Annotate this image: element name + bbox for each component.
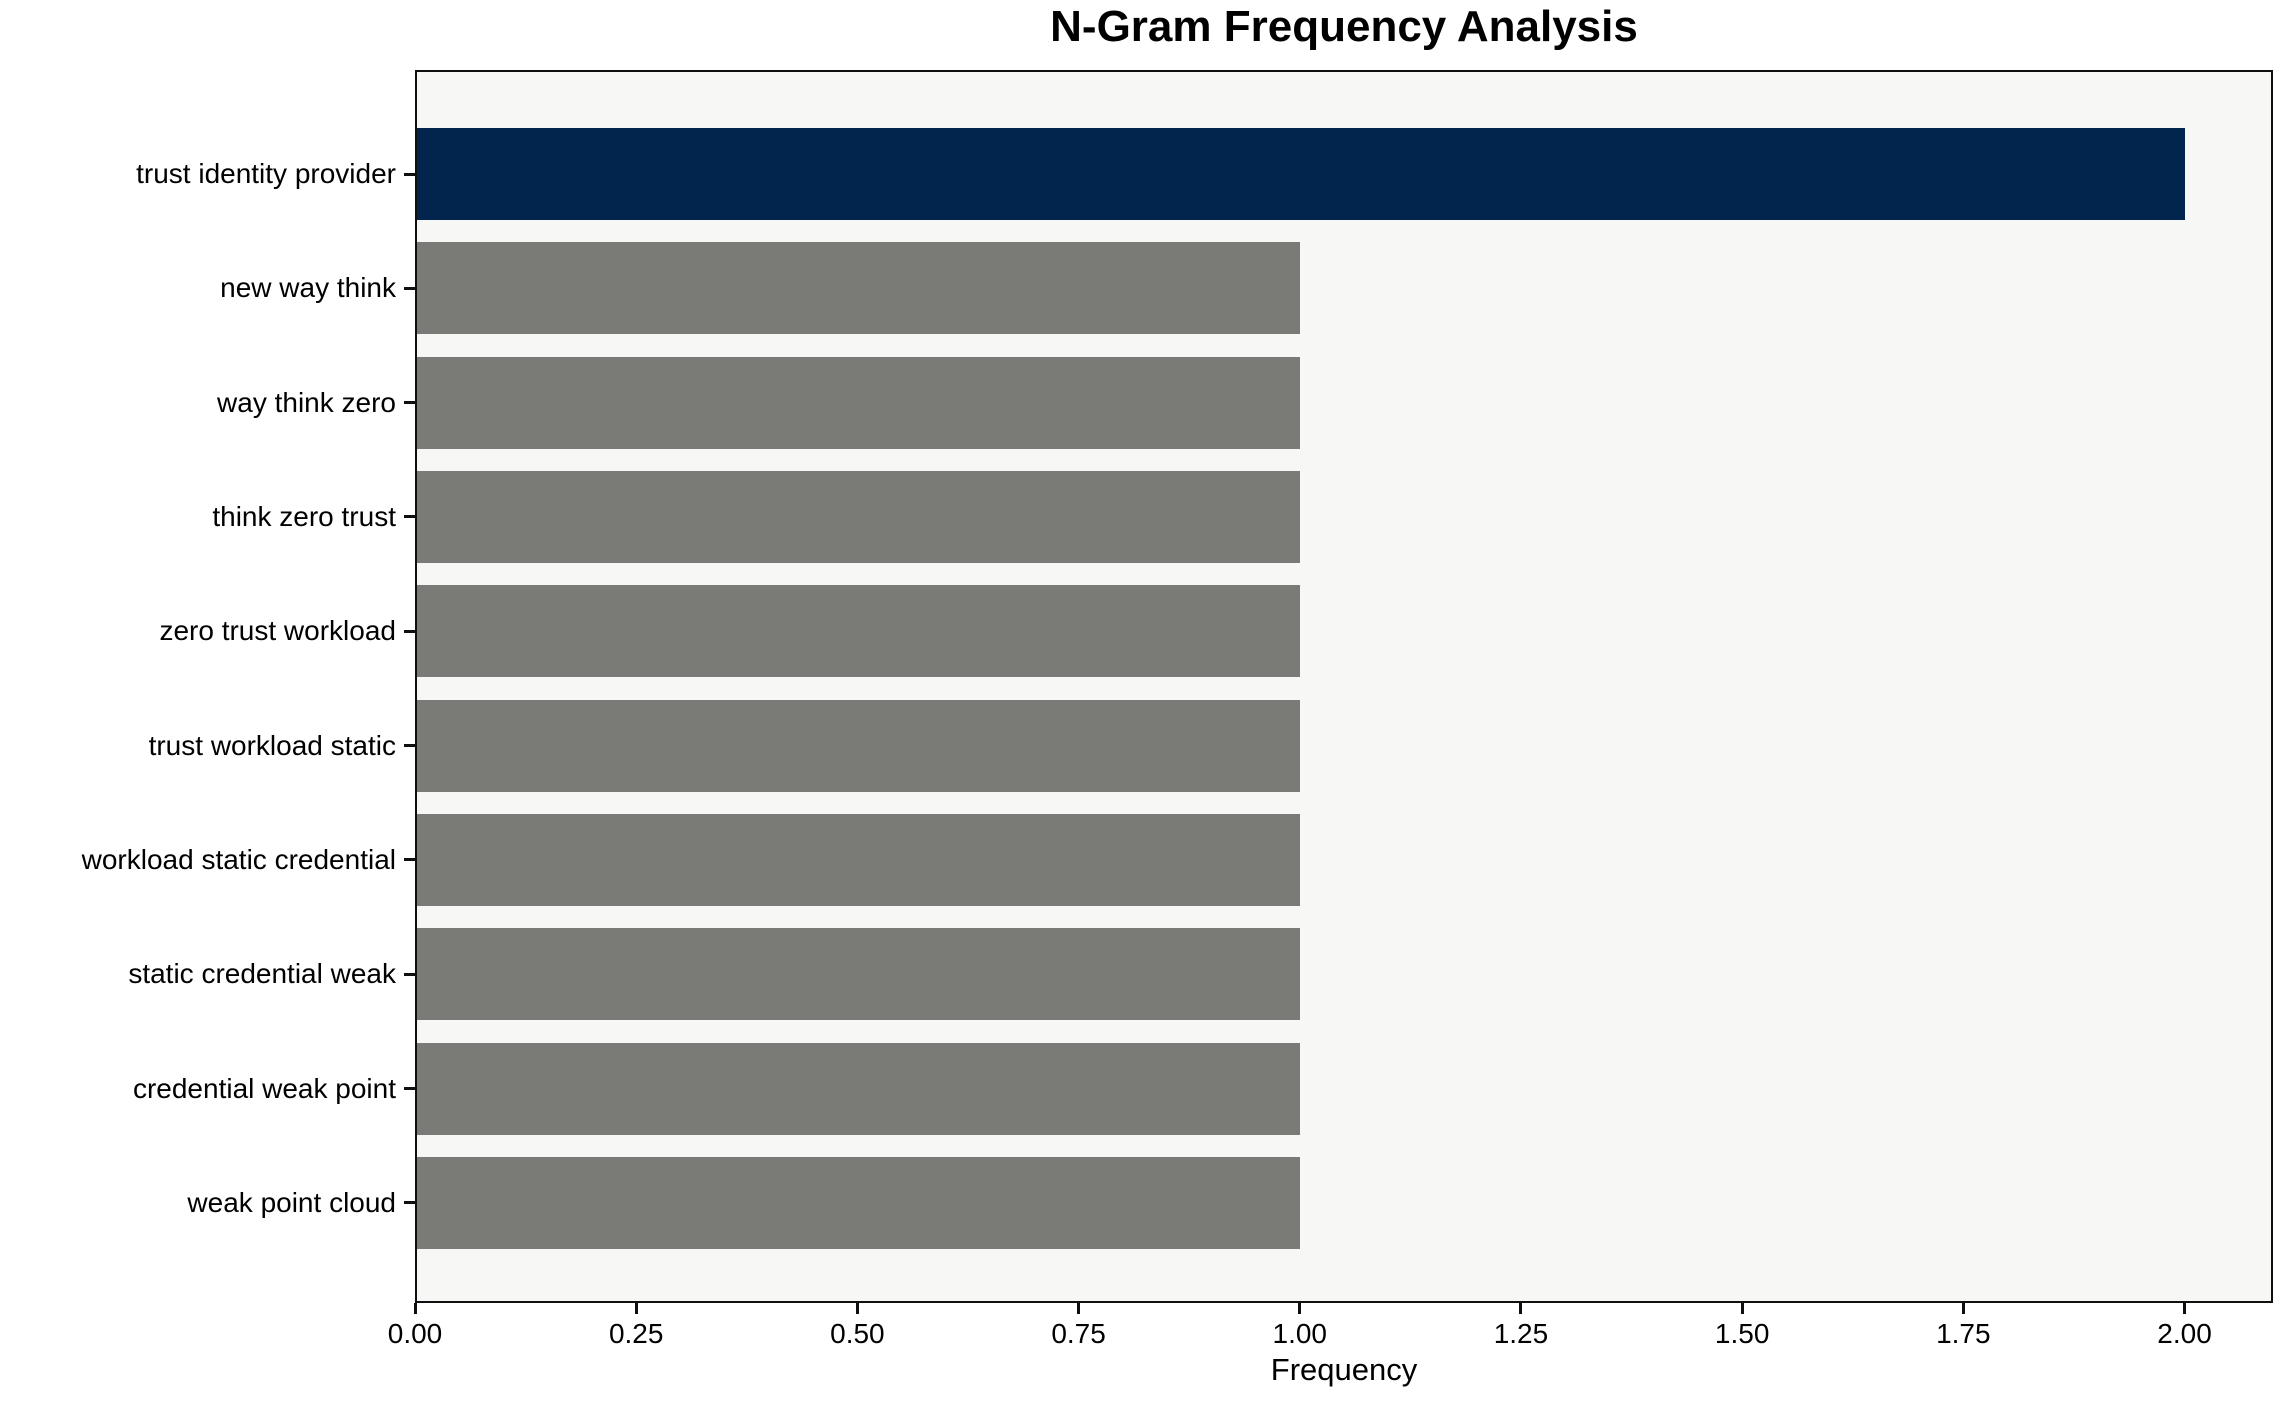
y-tick-label: trust identity provider xyxy=(136,158,396,189)
y-tick-mark xyxy=(404,972,415,976)
bar xyxy=(415,470,1300,563)
bar xyxy=(415,1042,1300,1135)
x-tick-mark xyxy=(413,1303,417,1314)
y-tick-label: weak point cloud xyxy=(187,1186,396,1218)
y-tick-label: credential weak point xyxy=(132,1072,396,1104)
bar xyxy=(415,813,1300,906)
y-tick-label: static credential weak xyxy=(128,958,396,990)
y-tick-mark xyxy=(404,286,415,290)
y-tick-mark xyxy=(404,858,415,862)
x-tick-mark xyxy=(1298,1303,1302,1314)
y-tick-label: way think zero xyxy=(217,386,396,418)
bar xyxy=(415,242,1300,335)
y-tick-label: think zero trust xyxy=(212,500,396,532)
y-tick-mark xyxy=(404,515,415,519)
y-tick-mark xyxy=(404,172,415,176)
bar xyxy=(415,128,2185,220)
chart-title: N-Gram Frequency Analysis xyxy=(1050,2,1638,51)
x-axis-label: Frequency xyxy=(1270,1352,1418,1387)
x-tick-label: 1.75 xyxy=(1936,1318,1991,1349)
x-tick-label: 0.00 xyxy=(387,1318,443,1349)
y-tick-mark xyxy=(404,1087,415,1091)
y-tick-mark xyxy=(404,744,415,748)
y-tick-label: trust workload static xyxy=(148,729,396,761)
y-tick-mark xyxy=(404,401,415,405)
x-tick-label: 1.00 xyxy=(1272,1318,1328,1349)
x-tick-mark xyxy=(1740,1303,1744,1314)
x-tick-label: 1.50 xyxy=(1714,1318,1770,1349)
x-tick-mark xyxy=(1519,1303,1523,1314)
x-tick-mark xyxy=(1961,1303,1965,1314)
x-tick-label: 1.25 xyxy=(1493,1318,1549,1349)
bar xyxy=(415,1156,1300,1249)
y-tick-label: zero trust workload xyxy=(159,615,396,647)
y-tick-label: new way think xyxy=(220,272,396,304)
bar xyxy=(415,356,1300,449)
x-tick-mark xyxy=(634,1303,638,1314)
x-tick-label: 0.75 xyxy=(1051,1318,1106,1349)
x-tick-label: 0.50 xyxy=(830,1318,885,1349)
x-tick-mark xyxy=(1077,1303,1081,1314)
bar xyxy=(415,928,1300,1021)
x-tick-mark xyxy=(2183,1303,2187,1314)
x-tick-mark xyxy=(855,1303,859,1314)
x-tick-label: 0.25 xyxy=(608,1318,664,1349)
bar xyxy=(415,585,1300,678)
x-tick-label: 2.00 xyxy=(2157,1318,2212,1349)
y-tick-label: workload static credential xyxy=(81,843,396,875)
bar xyxy=(415,699,1300,792)
y-tick-mark xyxy=(404,1201,415,1205)
y-tick-mark xyxy=(404,629,415,633)
